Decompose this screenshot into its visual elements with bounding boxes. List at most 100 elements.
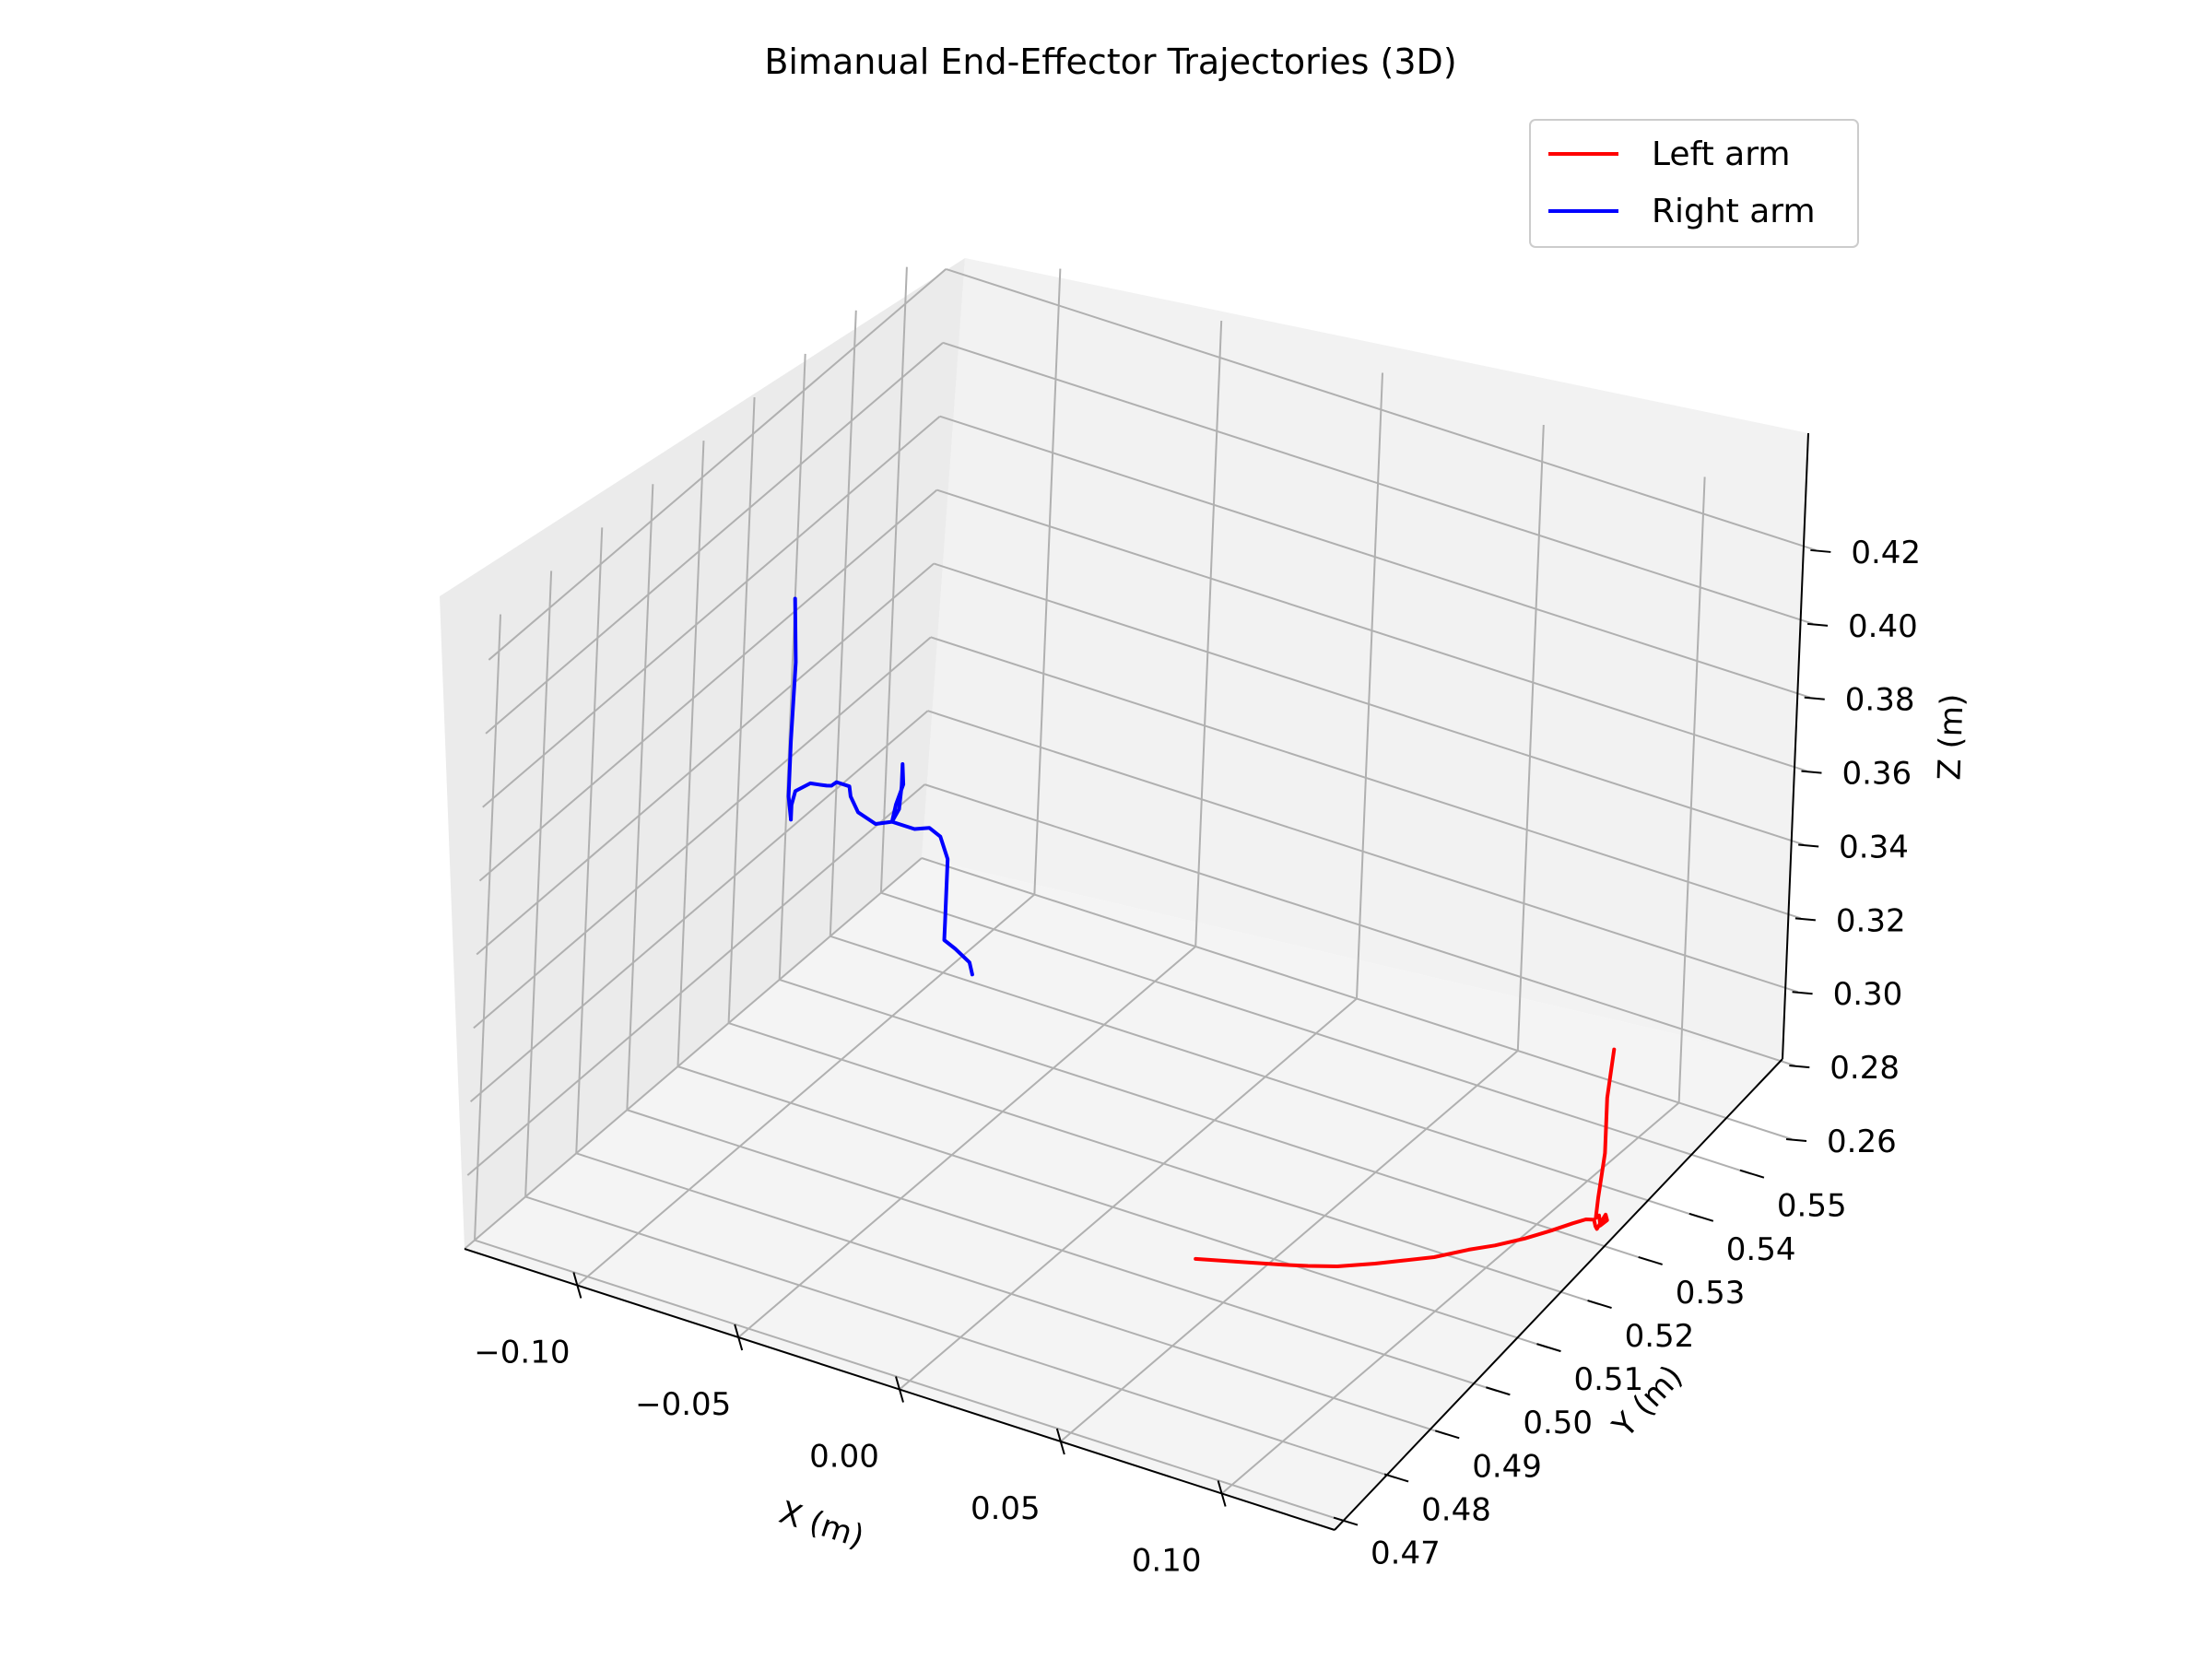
z-tick-label: 0.32 bbox=[1836, 902, 1906, 939]
grid-line-z-back bbox=[936, 488, 1807, 772]
axes-panes bbox=[440, 258, 1808, 1530]
grid-line-z-back bbox=[933, 562, 1805, 846]
z-tick-mark bbox=[1806, 622, 1829, 627]
grid-line-z-back bbox=[924, 783, 1795, 1067]
grid-line-x-back bbox=[1194, 320, 1223, 947]
x-tick-label: 0.05 bbox=[971, 1490, 1041, 1527]
y-tick-label: 0.49 bbox=[1472, 1448, 1542, 1485]
z-tick-label: 0.28 bbox=[1830, 1050, 1900, 1087]
y-tick-label: 0.53 bbox=[1676, 1275, 1746, 1312]
y-tick-label: 0.51 bbox=[1573, 1361, 1643, 1398]
z-tick-mark bbox=[1785, 1138, 1807, 1142]
grid-line-y-floor bbox=[728, 1022, 1599, 1305]
z-tick-label: 0.38 bbox=[1845, 682, 1915, 719]
z-tick-label: 0.30 bbox=[1833, 976, 1903, 1013]
grid-line-z-back bbox=[946, 267, 1817, 551]
y-tick-mark bbox=[1383, 1473, 1409, 1483]
x-tick-mark bbox=[1217, 1480, 1227, 1507]
grid-line-z-left bbox=[488, 268, 947, 661]
z-tick-label: 0.42 bbox=[1851, 535, 1921, 571]
grid-line-z-back bbox=[927, 710, 1798, 994]
grid-line-y-left bbox=[727, 396, 756, 1024]
grid-line-y-left bbox=[626, 484, 654, 1111]
grid-line-x-back bbox=[1033, 268, 1062, 895]
grid-line-y-left bbox=[778, 353, 806, 980]
z-tick-label: 0.36 bbox=[1841, 756, 1912, 793]
grid-line-y-left bbox=[879, 266, 908, 893]
z-tick-mark bbox=[1792, 991, 1813, 995]
series-line-right-arm bbox=[789, 762, 974, 977]
pane-left bbox=[440, 258, 965, 1249]
y-tick-mark bbox=[1434, 1430, 1460, 1440]
grid-line-x-back bbox=[1677, 477, 1706, 1103]
z-axis-label: Z (m) bbox=[1931, 693, 1971, 781]
grid-line-z-left bbox=[478, 488, 938, 882]
y-tick-mark bbox=[1638, 1255, 1663, 1265]
legend-label-right-arm: Right arm bbox=[1652, 193, 1816, 230]
y-tick-mark bbox=[1587, 1300, 1612, 1309]
grid-line-z-back bbox=[942, 341, 1814, 625]
z-tick-label: 0.40 bbox=[1848, 608, 1918, 645]
grid-line-y-floor bbox=[830, 935, 1701, 1218]
y-tick-mark bbox=[1333, 1516, 1359, 1526]
grid-line-x-floor bbox=[576, 893, 1036, 1287]
grid-line-y-left bbox=[829, 310, 857, 936]
grid-line-z-left bbox=[485, 342, 944, 735]
grid-lines bbox=[464, 266, 1817, 1523]
x-tick-mark bbox=[1055, 1428, 1065, 1455]
grid-line-z-left bbox=[466, 783, 925, 1176]
y-tick-label: 0.47 bbox=[1371, 1535, 1441, 1572]
y-tick-label: 0.54 bbox=[1726, 1231, 1796, 1268]
pane-floor bbox=[465, 858, 1783, 1530]
z-tick-mark bbox=[1789, 1065, 1810, 1069]
grid-line-x-floor bbox=[1060, 1050, 1519, 1442]
grid-line-y-floor bbox=[627, 1109, 1498, 1393]
y-tick-mark bbox=[1536, 1343, 1561, 1353]
grid-line-y-floor bbox=[524, 1195, 1396, 1479]
grid-line-z-left bbox=[473, 636, 932, 1030]
x-tick-label: 0.00 bbox=[809, 1439, 879, 1476]
z-tick-label: 0.34 bbox=[1839, 829, 1909, 865]
series-line-left-arm bbox=[1194, 1047, 1617, 1268]
grid-line-x-floor bbox=[737, 946, 1196, 1338]
series-layer bbox=[786, 596, 1617, 1268]
grid-line-y-floor bbox=[575, 1152, 1447, 1436]
y-tick-mark bbox=[1739, 1169, 1765, 1179]
grid-line-z-back bbox=[930, 636, 1802, 920]
grid-line-y-left bbox=[474, 614, 502, 1241]
y-axis-line bbox=[1334, 1058, 1783, 1531]
z-axis-line bbox=[1782, 432, 1809, 1060]
grid-line-y-floor bbox=[677, 1065, 1548, 1349]
tick-labels: −0.10 −0.05 0.00 0.05 0.10 0.47 0.48 0.49 0.50 0.… bbox=[474, 535, 1921, 1580]
grid-line-y-left bbox=[575, 527, 604, 1154]
grid-line-z-left bbox=[482, 415, 941, 808]
series-line-right-arm-segment bbox=[786, 596, 798, 822]
y-tick-label: 0.48 bbox=[1421, 1491, 1491, 1528]
y-tick-mark bbox=[1486, 1386, 1511, 1396]
y-tick-mark bbox=[1688, 1212, 1714, 1222]
grid-line-x-back bbox=[1356, 372, 1383, 999]
legend-box bbox=[1529, 119, 1859, 248]
x-tick-mark bbox=[895, 1376, 904, 1403]
grid-line-y-floor bbox=[779, 978, 1650, 1262]
x-tick-label: −0.05 bbox=[635, 1386, 731, 1423]
grid-line-z-back bbox=[921, 857, 1793, 1140]
legend: Left arm Right arm bbox=[1529, 119, 1859, 248]
z-tick-mark bbox=[1794, 917, 1816, 922]
grid-line-x-floor bbox=[899, 997, 1358, 1391]
y-tick-label: 0.50 bbox=[1523, 1405, 1593, 1441]
x-tick-label: 0.10 bbox=[1132, 1542, 1202, 1579]
grid-line-z-left bbox=[476, 562, 935, 956]
grid-line-x-back bbox=[1516, 424, 1545, 1052]
grid-line-z-left bbox=[464, 857, 923, 1250]
grid-line-z-left bbox=[469, 710, 929, 1102]
z-tick-mark bbox=[1801, 770, 1822, 774]
grid-line-y-left bbox=[677, 441, 705, 1067]
y-tick-label: 0.52 bbox=[1625, 1318, 1695, 1355]
x-tick-mark bbox=[734, 1324, 744, 1351]
x-tick-mark bbox=[572, 1272, 582, 1299]
z-tick-mark bbox=[1810, 548, 1831, 553]
y-tick-label: 0.55 bbox=[1777, 1188, 1847, 1225]
tick-marks bbox=[572, 548, 1831, 1526]
